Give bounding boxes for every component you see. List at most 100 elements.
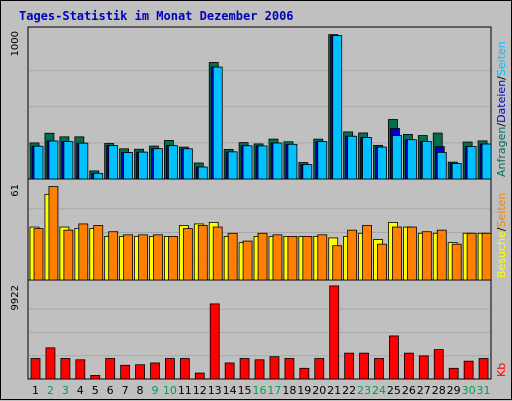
x-tick-label: 26 bbox=[402, 384, 416, 397]
bar-seiten-day-21 bbox=[332, 35, 343, 180]
bar-kb-day-26 bbox=[403, 352, 414, 380]
bar-seiten-day-11 bbox=[182, 148, 193, 180]
bar-seiten-day-19 bbox=[302, 164, 313, 180]
bar-seiten-day-11 bbox=[182, 228, 193, 281]
bar-seiten-day-7 bbox=[123, 234, 134, 281]
bar-kb-day-1 bbox=[30, 358, 41, 380]
bar-seiten-day-5 bbox=[93, 225, 104, 281]
bar-seiten-day-22 bbox=[347, 135, 358, 180]
bar-kb-day-30 bbox=[463, 360, 474, 380]
x-tick-label: 12 bbox=[193, 384, 207, 397]
bar-seiten-day-13 bbox=[212, 226, 223, 281]
bar-seiten-day-3 bbox=[63, 141, 74, 180]
bar-kb-day-16 bbox=[254, 359, 265, 380]
bar-seiten-day-9 bbox=[153, 148, 163, 180]
bar-kb-day-11 bbox=[179, 358, 190, 380]
bar-seiten-day-6 bbox=[108, 231, 119, 281]
legend-item: Seiten bbox=[495, 193, 508, 228]
bar-kb-day-3 bbox=[60, 358, 71, 380]
bar-seiten-day-27 bbox=[421, 141, 432, 180]
legend-item: Seiten bbox=[495, 41, 508, 76]
bar-kb-day-27 bbox=[418, 355, 429, 380]
panel-middle: 61 Besuche/Seiten bbox=[10, 184, 508, 281]
bar-seiten-day-14 bbox=[227, 151, 238, 180]
legend-text: Besuche/Seiten bbox=[495, 193, 508, 278]
x-tick-label: 11 bbox=[178, 384, 192, 397]
bar-seiten-day-2 bbox=[48, 140, 59, 180]
legend-item: Dateien bbox=[495, 80, 508, 123]
legend-middle: Besuche/Seiten bbox=[495, 193, 508, 278]
x-tick-label: 13 bbox=[208, 384, 222, 397]
bar-seiten-day-25 bbox=[392, 135, 402, 180]
bar-seiten-day-8 bbox=[138, 151, 148, 180]
x-tick-label: 4 bbox=[77, 384, 84, 397]
bar-seiten-day-6 bbox=[108, 145, 119, 180]
bar-kb-day-20 bbox=[314, 358, 325, 380]
bar-seiten-day-23 bbox=[362, 225, 372, 281]
bar-seiten-day-21 bbox=[332, 245, 343, 281]
legend-item: Besuche bbox=[495, 231, 508, 278]
bar-seiten-day-2 bbox=[48, 186, 59, 281]
x-tick-label: 2 bbox=[47, 384, 54, 397]
bar-seiten-day-28 bbox=[436, 229, 447, 281]
legend-separator: / bbox=[495, 227, 508, 231]
x-tick-label: 7 bbox=[122, 384, 129, 397]
bar-kb-day-21 bbox=[329, 285, 340, 380]
x-tick-label: 20 bbox=[312, 384, 326, 397]
bar-seiten-day-16 bbox=[257, 232, 268, 281]
bar-seiten-day-8 bbox=[138, 234, 148, 281]
bar-seiten-day-1 bbox=[33, 145, 44, 180]
bar-seiten-day-4 bbox=[78, 142, 89, 180]
chart-title: Tages-Statistik im Monat Dezember 2006 bbox=[19, 9, 294, 23]
bar-seiten-day-18 bbox=[287, 143, 298, 180]
x-tick-label: 8 bbox=[137, 384, 144, 397]
bar-kb-day-24 bbox=[374, 358, 384, 380]
x-tick-label: 21 bbox=[327, 384, 341, 397]
y-max-label: 1000 bbox=[10, 31, 21, 56]
x-tick-label: 18 bbox=[282, 384, 296, 397]
bar-seiten-day-5 bbox=[93, 172, 104, 180]
bar-seiten-day-9 bbox=[153, 234, 163, 281]
x-tick-label: 31 bbox=[477, 384, 491, 397]
plot-area bbox=[27, 26, 492, 380]
legend-text: Kb bbox=[495, 363, 508, 377]
bar-seiten-day-12 bbox=[197, 225, 208, 281]
bar-seiten-day-10 bbox=[168, 145, 178, 180]
bar-seiten-day-13 bbox=[212, 66, 223, 180]
bar-seiten-day-25 bbox=[392, 226, 402, 281]
x-tick-label: 19 bbox=[297, 384, 311, 397]
bar-seiten-day-17 bbox=[272, 234, 283, 281]
x-tick-label: 5 bbox=[92, 384, 99, 397]
bar-kb-day-2 bbox=[45, 347, 56, 380]
bar-seiten-day-20 bbox=[317, 234, 328, 281]
bar-seiten-day-15 bbox=[242, 145, 253, 180]
bar-seiten-day-14 bbox=[227, 232, 238, 281]
x-tick-label: 10 bbox=[163, 384, 177, 397]
bar-kb-day-12 bbox=[194, 372, 205, 380]
bar-kb-day-22 bbox=[344, 352, 355, 380]
bar-kb-day-23 bbox=[359, 352, 369, 380]
bar-kb-day-18 bbox=[284, 358, 295, 380]
bar-kb-day-17 bbox=[269, 356, 280, 380]
bar-seiten-day-1 bbox=[33, 228, 44, 281]
bar-seiten-day-20 bbox=[317, 141, 328, 180]
bar-kb-day-25 bbox=[389, 335, 399, 380]
x-tick-label: 9 bbox=[151, 384, 158, 397]
legend-top: Anfragen/Dateien/Seiten bbox=[495, 41, 508, 177]
x-tick-label: 16 bbox=[253, 384, 267, 397]
x-tick-label: 3 bbox=[62, 384, 69, 397]
bar-seiten-day-15 bbox=[242, 240, 253, 281]
bar-seiten-day-29 bbox=[451, 243, 462, 281]
x-tick-label: 15 bbox=[238, 384, 252, 397]
bar-seiten-day-30 bbox=[466, 146, 477, 180]
legend-separator: / bbox=[495, 123, 508, 127]
legend-separator: / bbox=[495, 76, 508, 80]
x-tick-label: 25 bbox=[387, 384, 401, 397]
panel-bottom: 9922 Kb bbox=[10, 285, 508, 380]
x-tick-label: 6 bbox=[107, 384, 114, 397]
x-tick-label: 17 bbox=[267, 384, 281, 397]
bar-seiten-day-28 bbox=[436, 152, 447, 180]
bar-seiten-day-26 bbox=[406, 226, 417, 281]
bar-kb-day-15 bbox=[239, 358, 250, 380]
